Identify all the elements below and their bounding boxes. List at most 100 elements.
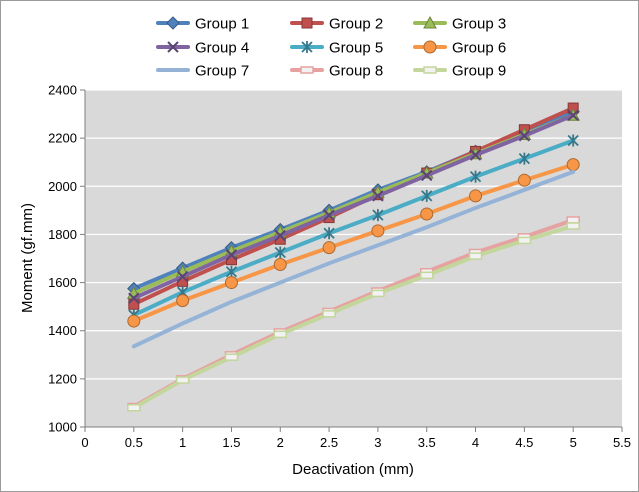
- data-point: [274, 246, 286, 259]
- legend-label: Group 8: [329, 63, 383, 80]
- legend-label: Group 6: [452, 40, 506, 57]
- legend-item: Group 3: [413, 15, 506, 33]
- legend-marker: [423, 66, 437, 74]
- legend-marker: [167, 41, 179, 53]
- axes: [80, 89, 623, 432]
- x-tick-label: 4: [472, 435, 479, 450]
- data-point: [518, 152, 531, 165]
- data-point: [323, 209, 335, 221]
- series-line: [131, 113, 576, 301]
- legend-marker: [423, 15, 437, 29]
- data-point: [517, 173, 531, 187]
- legend-marker: [301, 41, 313, 53]
- legend-marker: [301, 17, 313, 29]
- data-point: [372, 209, 384, 222]
- series-group-7: [131, 169, 576, 349]
- data-point: [322, 241, 336, 255]
- x-tick-label: 2.5: [320, 435, 338, 450]
- data-point: [371, 224, 385, 238]
- y-tick-label: 1200: [48, 371, 77, 386]
- data-point: [566, 222, 580, 230]
- data-point: [225, 249, 238, 261]
- y-tick-label: 2000: [48, 179, 77, 194]
- legend-marker: [166, 16, 180, 30]
- legend-item: Group 5: [290, 40, 383, 57]
- y-tick-label: 1000: [48, 420, 77, 435]
- legend-label: Group 7: [195, 63, 249, 80]
- legend-label: Group 3: [452, 16, 506, 33]
- x-tick-label: 1: [179, 435, 186, 450]
- data-point: [421, 189, 433, 202]
- data-point: [273, 330, 288, 339]
- y-tick-label: 2200: [48, 131, 77, 146]
- data-point: [421, 169, 433, 182]
- legend-label: Group 5: [329, 40, 383, 57]
- legend: Group 1 Group 2 Group 3 Group 4 Group 5 Group…: [156, 15, 506, 80]
- data-point: [420, 207, 434, 221]
- x-tick-label: 2: [277, 435, 284, 450]
- data-point: [273, 258, 287, 272]
- x-tick-label: 3.5: [418, 435, 436, 450]
- legend-item: Group 1: [156, 16, 249, 33]
- legend-label: Group 1: [195, 16, 249, 33]
- x-tick-label: 0: [81, 435, 88, 450]
- x-tick-label: 3: [374, 435, 381, 450]
- series-group-4: [128, 109, 579, 304]
- series-line: [131, 138, 576, 318]
- data-point: [323, 227, 335, 240]
- plot-area: [85, 90, 622, 427]
- data-point: [127, 403, 141, 412]
- legend-label: Group 4: [195, 40, 249, 57]
- legend-marker: [300, 66, 314, 74]
- data-point: [274, 229, 286, 242]
- legend-marker: [423, 40, 437, 54]
- data-point: [176, 294, 190, 308]
- data-point: [176, 270, 189, 283]
- data-point: [371, 289, 385, 298]
- series-group-9: [127, 222, 580, 412]
- x-tick-label: 0.5: [125, 435, 143, 450]
- x-tick-label: 5: [570, 435, 577, 450]
- data-point: [567, 134, 579, 147]
- data-point: [224, 353, 239, 361]
- data-point: [127, 314, 141, 328]
- x-tick-label: 4.5: [515, 435, 533, 450]
- series-group-6: [127, 158, 580, 328]
- gridlines: [85, 89, 622, 380]
- legend-item: Group 6: [413, 40, 506, 57]
- data-point: [175, 376, 190, 384]
- series-line: [131, 162, 576, 324]
- x-tick-label: 1.5: [222, 435, 240, 450]
- y-tick-label: 1600: [48, 275, 77, 290]
- legend-label: Group 9: [452, 63, 506, 80]
- y-tick-label: 1400: [48, 323, 77, 338]
- series-line: [131, 169, 576, 349]
- legend-item: Group 2: [290, 16, 383, 33]
- tick-labels: 1000 1200 1400 1600 1800 2000 2200 2400 0 0.5 1 1.5…: [48, 83, 631, 451]
- data-point: [469, 170, 482, 183]
- data-point: [468, 252, 483, 260]
- y-axis-title: Moment (gf.mm): [19, 203, 36, 313]
- legend-item: Group 8: [290, 63, 383, 80]
- legend-item: Group 7: [156, 63, 249, 80]
- x-tick-label: 5.5: [613, 435, 631, 450]
- data-point: [322, 310, 336, 318]
- y-tick-label: 1800: [48, 227, 77, 242]
- data-point: [469, 149, 482, 161]
- series-group: [126, 102, 581, 412]
- data-point: [517, 236, 532, 245]
- x-axis-title: Deactivation (mm): [292, 461, 414, 478]
- data-point: [469, 189, 483, 203]
- data-point: [372, 190, 384, 202]
- data-point: [566, 216, 580, 224]
- legend-item: Group 9: [413, 63, 506, 80]
- data-point: [224, 276, 238, 290]
- data-point: [419, 271, 434, 280]
- data-point: [567, 109, 579, 121]
- legend-label: Group 2: [329, 16, 383, 33]
- legend-item: Group 4: [156, 40, 249, 57]
- data-point: [128, 292, 140, 304]
- data-point: [225, 265, 238, 278]
- data-point: [518, 130, 531, 142]
